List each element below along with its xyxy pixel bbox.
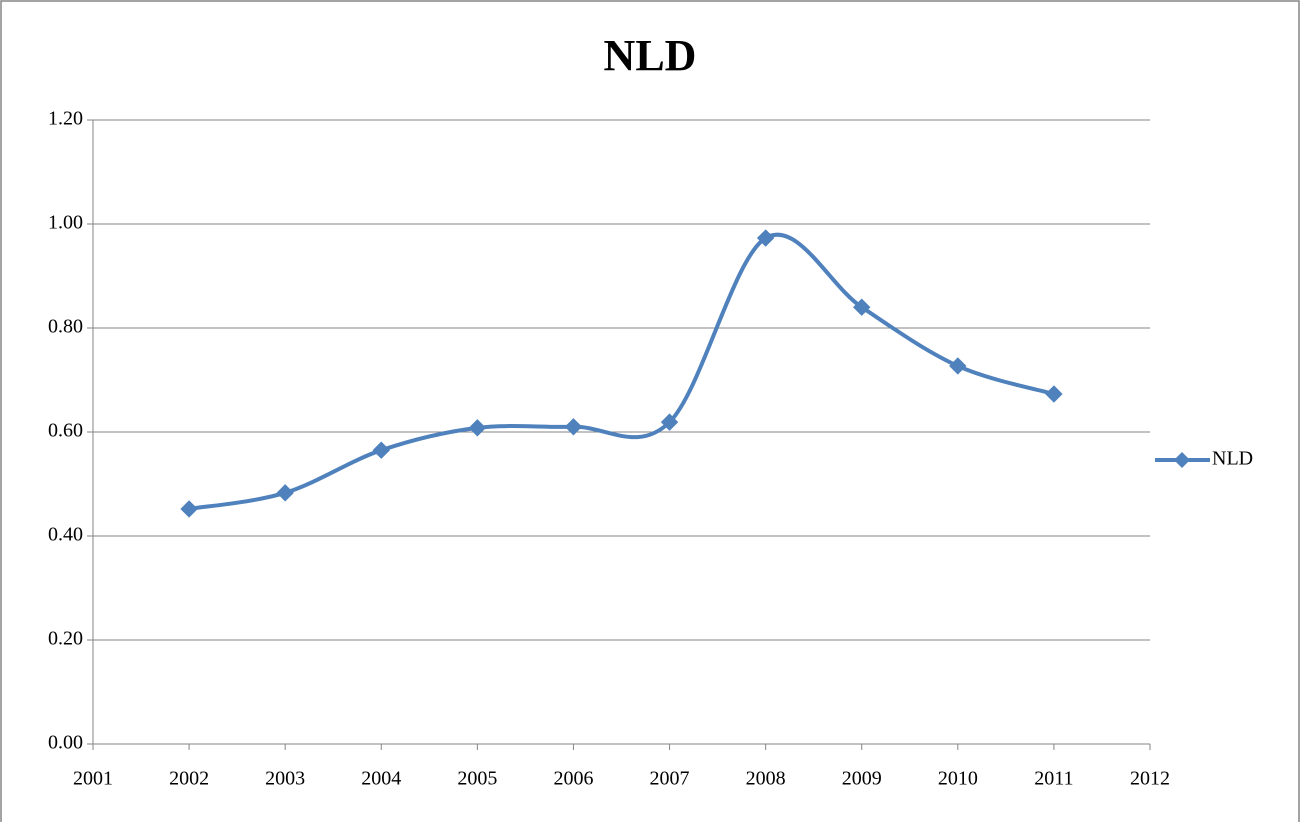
x-tick-label: 2009 (842, 768, 882, 790)
point-marker (276, 484, 294, 502)
x-tick-label: 2002 (169, 768, 209, 790)
y-tick-label: 1.00 (48, 212, 83, 234)
legend-marker (1174, 452, 1190, 468)
point-marker (853, 298, 871, 316)
point-marker (1045, 385, 1063, 403)
x-tick-label: 2011 (1034, 768, 1073, 790)
point-marker (660, 413, 679, 431)
y-tick-label: 0.60 (48, 420, 83, 442)
x-tick-label: 2012 (1130, 768, 1170, 790)
x-tick-label: 2006 (553, 768, 593, 790)
y-tick-label: 0.20 (48, 628, 83, 650)
point-marker (949, 357, 967, 375)
x-tick-label: 2005 (457, 768, 497, 790)
x-tick-label: 2003 (265, 768, 305, 790)
point-marker (468, 419, 487, 437)
x-tick-label: 2001 (73, 768, 113, 790)
point-marker (564, 418, 583, 436)
y-tick-label: 0.00 (48, 732, 83, 754)
x-tick-label: 2004 (361, 768, 401, 790)
legend-label: NLD (1212, 448, 1253, 470)
y-tick-label: 1.20 (48, 108, 83, 130)
y-tick-label: 0.80 (48, 316, 83, 338)
point-marker (180, 500, 198, 518)
x-tick-label: 2010 (938, 768, 978, 790)
point-marker (756, 229, 775, 247)
x-tick-label: 2008 (746, 768, 786, 790)
y-tick-label: 0.40 (48, 524, 83, 546)
point-marker (372, 441, 390, 459)
chart-title: NLD (604, 31, 697, 80)
series-line (188, 232, 1055, 511)
x-tick-label: 2007 (650, 768, 690, 790)
